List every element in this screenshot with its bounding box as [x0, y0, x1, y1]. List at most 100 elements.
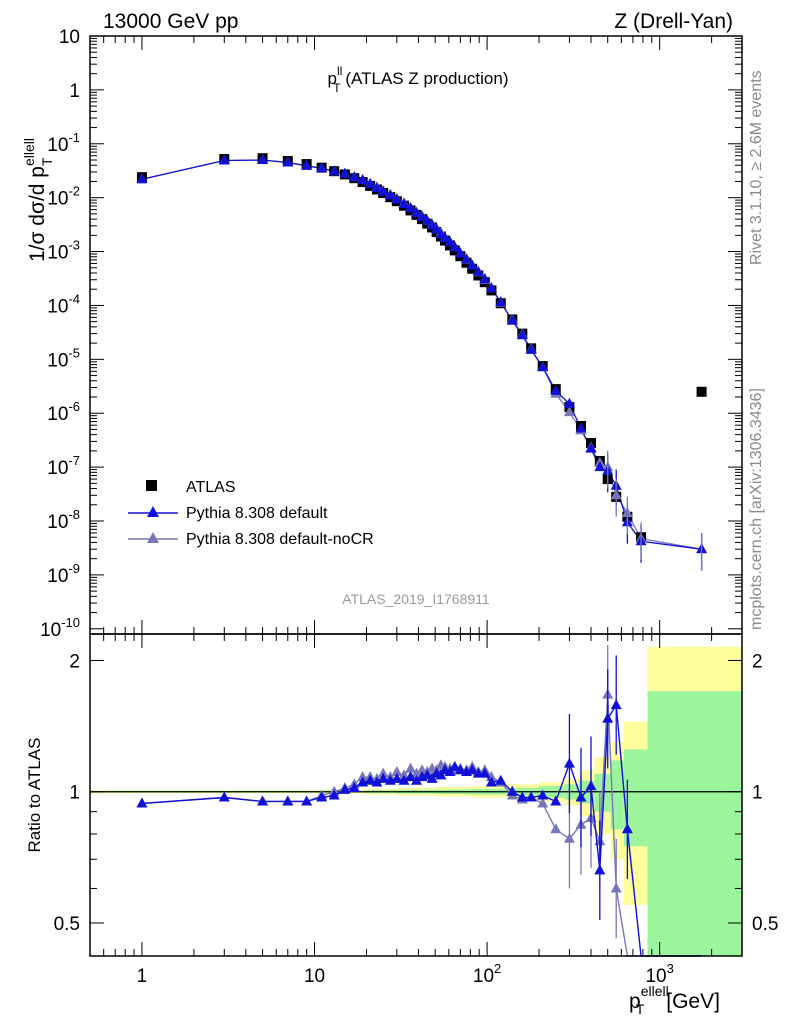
- data-point-atlas: [696, 386, 707, 397]
- y-tick-label: 10-2: [47, 184, 80, 210]
- ratio-point-default: [218, 791, 230, 802]
- data-point-default: [136, 173, 148, 184]
- legend-marker-default: [147, 506, 159, 517]
- analysis-label: ATLAS_2019_I1768911: [342, 591, 490, 607]
- data-point-default: [257, 153, 269, 164]
- data-point-default: [377, 185, 389, 196]
- ratio-y-tick-label-right: 1: [752, 783, 763, 804]
- ratio-point-nocr: [357, 771, 369, 782]
- energy-label: 13000 GeV pp: [103, 10, 238, 33]
- ratio-point-default: [301, 795, 313, 806]
- data-point-default: [405, 202, 417, 213]
- data-point-nocr: [563, 406, 575, 417]
- ratio-y-tick-label: 1: [69, 783, 80, 804]
- data-point-default: [328, 165, 340, 176]
- y-tick-label: 10-3: [47, 238, 80, 264]
- data-point-default: [506, 314, 518, 325]
- ratio-point-default: [479, 767, 491, 778]
- ratio-point-default: [495, 774, 507, 785]
- data-point-default: [416, 210, 428, 221]
- data-point-default: [371, 182, 383, 193]
- y-tick-label: 10: [59, 27, 80, 48]
- data-point-default: [411, 206, 423, 217]
- data-point-default: [525, 343, 537, 354]
- axes-layer: 1 10 102 10310-1010-910-810-710-610-510-410…: [40, 27, 778, 987]
- y-tick-label: 10-5: [47, 345, 80, 371]
- data-point-default: [384, 189, 396, 200]
- data-point-default: [485, 282, 497, 293]
- y-tick-label: 1: [69, 81, 80, 102]
- y-tick-label: 10-1: [47, 130, 80, 156]
- y-tick-label: 10-4: [47, 291, 80, 317]
- data-point-default: [431, 223, 443, 234]
- ratio-point-default: [364, 774, 376, 785]
- ratio-point-default: [454, 764, 466, 775]
- ratio-point-nocr: [610, 882, 622, 893]
- ratio-point-default: [537, 789, 549, 800]
- data-point-default: [575, 422, 587, 433]
- x-tick-label: 102: [473, 961, 501, 987]
- ratio-point-default: [516, 791, 528, 802]
- ratio-y-tick-label: 0.5: [54, 914, 80, 935]
- chart-marks: [136, 153, 708, 957]
- ratio-point-nocr: [537, 797, 549, 808]
- data-point-default: [348, 171, 360, 182]
- x-axis-title: pellell T [GeV]: [629, 983, 720, 1017]
- ratio-point-nocr: [391, 765, 403, 776]
- data-point-default: [282, 156, 294, 167]
- data-point-default: [461, 253, 473, 264]
- ratio-point-default: [282, 795, 294, 806]
- ratio-y-tick-label-right: 0.5: [752, 914, 778, 935]
- ratio-point-default: [391, 772, 403, 783]
- stat-uncertainty-band: [647, 691, 742, 956]
- ratio-point-nocr: [377, 767, 389, 778]
- ratio-point-default: [594, 864, 606, 875]
- data-point-default: [421, 214, 433, 225]
- data-point-default: [301, 159, 313, 170]
- y-tick-label: 10-6: [47, 399, 80, 425]
- stat-uncertainty-band: [623, 749, 648, 847]
- legend-label-default: Pythia 8.308 default: [186, 505, 328, 522]
- ratio-point-default: [563, 757, 575, 768]
- ratio-point-default: [621, 823, 633, 834]
- ratio-y-axis-title: Ratio to ATLAS: [25, 738, 44, 853]
- data-point-default: [391, 193, 403, 204]
- legend-marker-nocr: [147, 532, 159, 543]
- ratio-y-tick-label: 2: [69, 651, 80, 672]
- legend-label-atlas: ATLAS: [186, 479, 236, 496]
- ratio-point-default: [257, 795, 269, 806]
- ratio-point-default: [328, 789, 340, 800]
- ratio-y-tick-label-right: 2: [752, 651, 763, 672]
- data-point-default: [472, 265, 484, 276]
- ratio-panel-frame: [89, 633, 743, 957]
- data-point-default: [516, 329, 528, 340]
- data-point-default: [550, 384, 562, 395]
- plot-title: pll T (ATLAS Z production): [327, 64, 508, 95]
- data-point-default: [479, 272, 491, 283]
- ratio-point-default: [444, 765, 456, 776]
- data-point-default: [218, 154, 230, 165]
- ratio-point-default: [585, 780, 597, 791]
- ratio-point-default: [610, 699, 622, 710]
- ratio-point-default: [575, 791, 587, 802]
- ratio-point-default: [339, 783, 351, 794]
- process-label: Z (Drell-Yan): [614, 10, 733, 33]
- ratio-point-default: [398, 774, 410, 785]
- ratio-point-default: [602, 712, 614, 723]
- mcplots-label: mcplots.cern.ch [arXiv:1306.3436]: [748, 388, 765, 630]
- y-tick-label: 10-7: [47, 453, 80, 479]
- ratio-point-default: [371, 776, 383, 787]
- data-point-default: [537, 361, 549, 372]
- ratio-point-nocr: [405, 762, 417, 773]
- y-tick-label: 10-10: [40, 615, 80, 641]
- y-tick-label: 10-9: [47, 561, 80, 587]
- x-tick-label: 10: [304, 966, 325, 987]
- ratio-point-default: [485, 776, 497, 787]
- data-point-default: [594, 461, 606, 472]
- ratio-point-default: [550, 795, 562, 806]
- data-point-default: [339, 167, 351, 178]
- legend: ATLAS Pythia 8.308 default Pythia 8.308 …: [128, 479, 374, 548]
- data-point-default: [563, 397, 575, 408]
- data-point-default: [454, 247, 466, 258]
